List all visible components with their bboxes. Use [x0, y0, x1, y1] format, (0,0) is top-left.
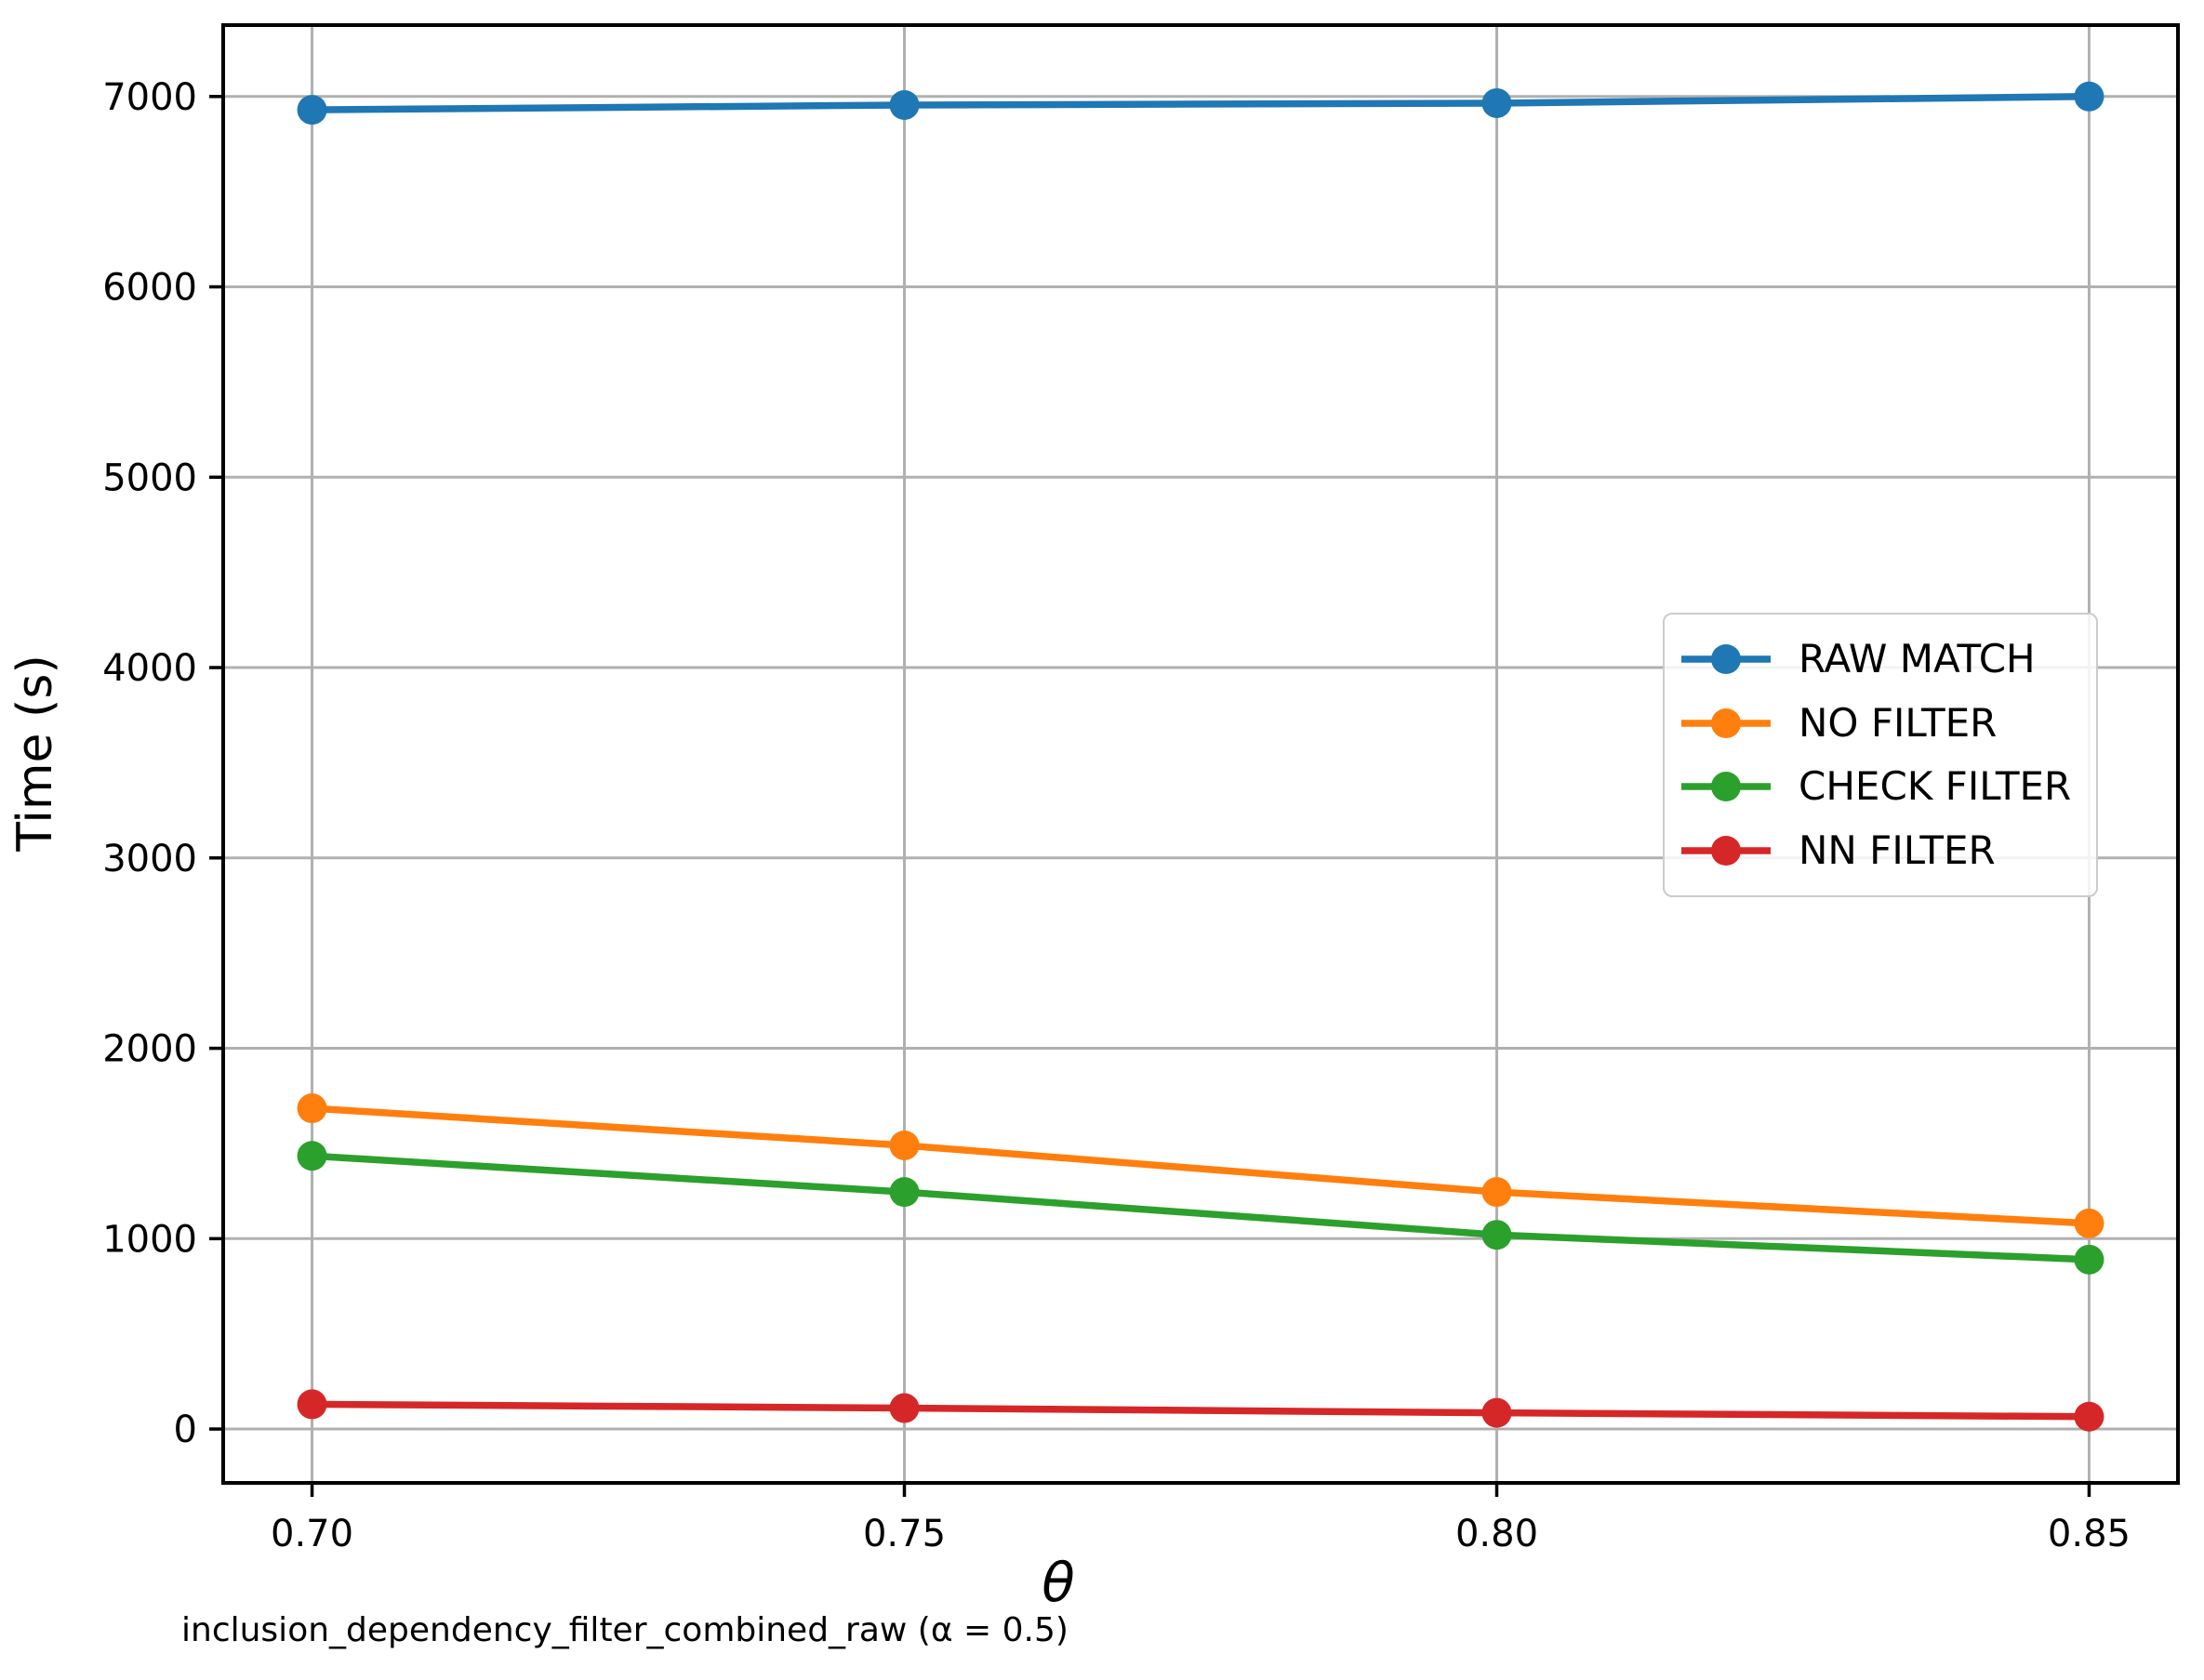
data-point-nn-filter: [2074, 1401, 2104, 1432]
series-line-no-filter: [312, 1105, 2090, 1227]
x-tick-label: 0.80: [1455, 1513, 1538, 1555]
legend-dot: [1711, 644, 1741, 675]
legend-item-no-filter: NO FILTER: [1665, 699, 2096, 746]
series-line-check-filter: [312, 1152, 2090, 1263]
data-point-raw-match: [2074, 81, 2104, 112]
legend-item-raw-match: RAW MATCH: [1665, 640, 2096, 679]
y-tick-label: 3000: [102, 838, 197, 880]
data-point-no-filter: [297, 1093, 327, 1124]
data-point-no-filter: [1481, 1177, 1512, 1208]
x-axis-label: θ: [1042, 1551, 1075, 1614]
series-line-nn-filter: [312, 1400, 2090, 1421]
legend-marker-nn-filter: [1681, 835, 1771, 866]
data-point-no-filter: [889, 1130, 920, 1160]
data-point-no-filter: [2074, 1208, 2104, 1238]
axes-spines: [221, 23, 2180, 1485]
legend-item-nn-filter: NN FILTER: [1665, 827, 2096, 873]
legend-dot: [1711, 708, 1741, 738]
data-point-check-filter: [889, 1177, 920, 1208]
y-tick-label: 2000: [102, 1028, 197, 1071]
data-point-check-filter: [297, 1141, 327, 1171]
data-point-raw-match: [297, 95, 327, 126]
legend-marker-check-filter: [1681, 772, 1771, 802]
data-point-nn-filter: [889, 1393, 920, 1423]
legend-item-check-filter: CHECK FILTER: [1665, 767, 2096, 806]
x-tick-label: 0.75: [863, 1513, 946, 1555]
x-tick-label: 0.70: [271, 1513, 353, 1555]
data-point-nn-filter: [1481, 1397, 1512, 1428]
y-tick-label: 7000: [102, 76, 197, 119]
y-tick-label: 0: [174, 1409, 197, 1451]
series-line-raw-match: [312, 93, 2090, 113]
legend-label: NN FILTER: [1799, 827, 1996, 873]
y-tick-label: 4000: [102, 647, 197, 690]
legend-label: RAW MATCH: [1799, 636, 2036, 682]
legend-marker-raw-match: [1681, 644, 1771, 675]
data-point-raw-match: [1481, 87, 1512, 118]
legend-dot: [1711, 772, 1741, 802]
legend-dot: [1711, 835, 1741, 866]
y-tick-label: 5000: [102, 456, 197, 499]
y-axis-label: Time (s): [7, 655, 63, 852]
x-tick-label: 0.85: [2048, 1513, 2131, 1555]
legend-label: CHECK FILTER: [1799, 763, 2072, 810]
legend-marker-no-filter: [1681, 708, 1771, 738]
figure-caption: inclusion_dependency_filter_combined_raw…: [181, 1611, 1069, 1649]
legend: RAW MATCH NO FILTER CHECK FILTER NN FILTER: [1663, 613, 2098, 897]
data-point-nn-filter: [297, 1389, 327, 1420]
y-tick-label: 6000: [102, 267, 197, 310]
legend-label: NO FILTER: [1799, 699, 1998, 746]
data-point-check-filter: [1481, 1220, 1512, 1250]
data-point-check-filter: [2074, 1244, 2104, 1275]
data-point-raw-match: [889, 89, 920, 120]
y-tick-label: 1000: [102, 1218, 197, 1261]
